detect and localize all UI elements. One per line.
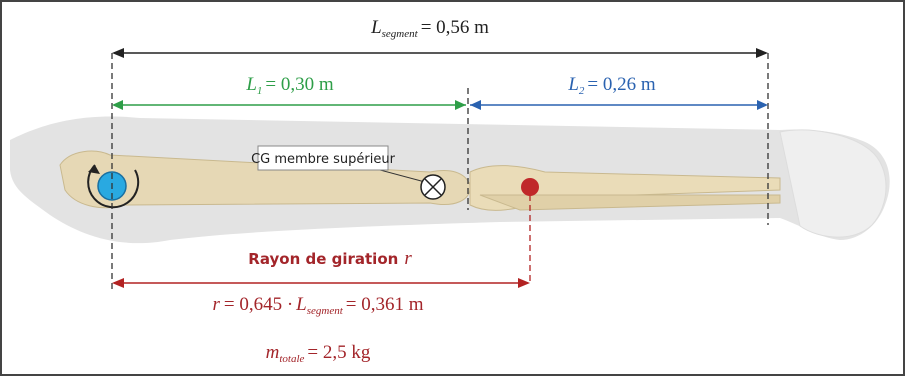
cg-symbol [421,175,445,199]
text-part: = 0,56 m [421,17,489,38]
text-part: = 0,30 m [265,74,333,95]
text-part: L [567,74,579,95]
text-part: Rayon de giration [248,250,398,268]
text-part: L [370,17,382,38]
gyration-point [521,178,539,196]
text-part: = 0,361 m [346,294,424,315]
text-part: L [245,74,257,95]
text-part: totale [279,353,304,365]
text-part: 2 [579,85,585,97]
diagram: CG membre supérieur Lsegment= 0,56 m L1=… [0,0,905,376]
text-part: r [212,294,220,315]
text-part: = 2,5 kg [307,342,370,363]
text-part: 1 [257,85,263,97]
text-part: m [266,342,280,363]
text-part: L [295,294,307,315]
text-part: segment [307,305,344,317]
text-part: segment [382,28,419,40]
text-part: = 0,26 m [587,74,655,95]
text-part: r [404,248,412,269]
cg-label: CG membre supérieur [251,152,396,167]
gyration-title: Rayon de giration r [248,248,412,269]
text-part: = 0,645 · [224,294,293,315]
